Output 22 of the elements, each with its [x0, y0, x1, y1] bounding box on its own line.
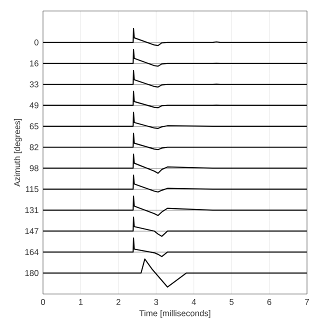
series-label: 164 [25, 249, 39, 256]
x-tick-label: 2 [116, 299, 120, 305]
x-tick-label: 4 [192, 299, 196, 305]
x-tick-label: 0 [40, 299, 46, 306]
y-axis-title: Azimuth [degrees] [14, 118, 22, 187]
series-label: 0 [34, 39, 38, 46]
x-tick-label: 1 [79, 299, 83, 305]
series-label: 49 [30, 102, 38, 108]
x-tick-label: 5 [230, 299, 234, 305]
series-label: 98 [30, 165, 38, 172]
series-label: 180 [25, 270, 38, 276]
series-label: 147 [25, 228, 38, 234]
series-label: 82 [30, 144, 38, 150]
series-label: 16 [30, 60, 38, 66]
series-label: 33 [30, 81, 38, 88]
series-label: 115 [26, 186, 38, 192]
x-tick-label: 3 [154, 299, 158, 306]
x-tick-label: 7 [305, 299, 309, 305]
x-axis-title: Time [milliseconds] [139, 310, 210, 318]
x-tick-label: 6 [267, 299, 272, 306]
series-label: 65 [30, 123, 38, 130]
series-label: 131 [25, 207, 38, 214]
